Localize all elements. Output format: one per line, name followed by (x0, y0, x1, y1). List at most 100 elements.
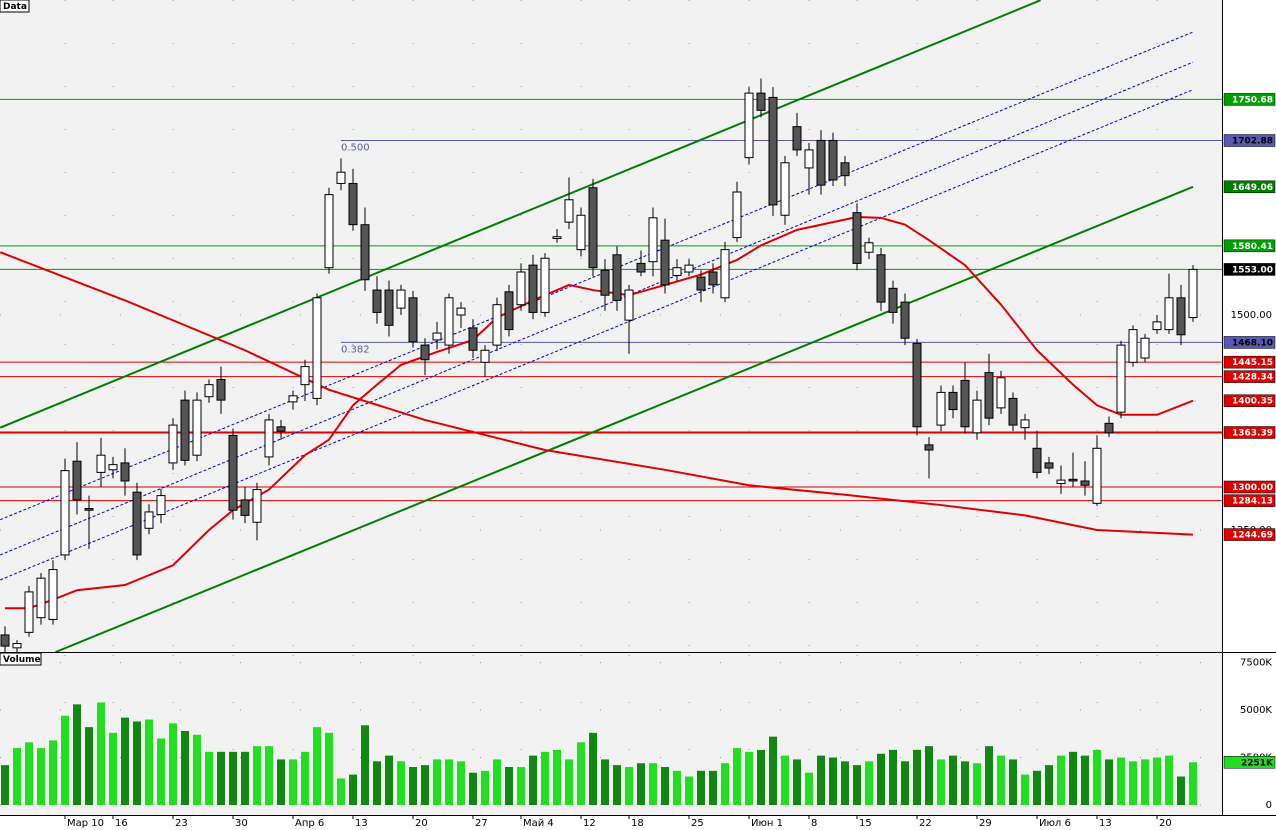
volume-bar (145, 719, 153, 805)
volume-bar (289, 759, 297, 805)
candle-body (984, 372, 994, 419)
price-badge-label: 1649.06 (1232, 183, 1273, 193)
volume-bar (601, 759, 609, 805)
price-badge (1223, 370, 1276, 383)
candle-body (156, 495, 166, 516)
volume-bar (37, 748, 45, 805)
trend-line (0, 0, 1041, 429)
volume-bar (613, 765, 621, 805)
level-text: 0.500 (341, 143, 370, 154)
candle-body (120, 462, 130, 482)
volume-bar (805, 772, 813, 805)
price-badge-label: 1300.00 (1232, 483, 1273, 493)
price-badge-label: 1580.41 (1232, 242, 1273, 252)
volume-bar (301, 751, 309, 805)
volume-bar (433, 759, 441, 805)
volume-bar (517, 767, 525, 805)
volume-bar (85, 727, 93, 805)
candle-body (924, 444, 934, 451)
x-tick-label: 20 (1159, 818, 1172, 829)
price-badge-label: 1428.34 (1232, 373, 1273, 383)
candle-body (708, 271, 718, 286)
volume-bar (253, 746, 261, 805)
candle-body (684, 264, 694, 273)
candle-body (624, 289, 634, 321)
trend-line (0, 61, 1194, 556)
candle-body (1152, 321, 1162, 331)
volume-bar (589, 732, 597, 805)
candle-body (864, 242, 874, 253)
volume-bar (769, 736, 777, 805)
candle-body (948, 391, 958, 411)
volume-bar (73, 704, 81, 805)
volume-bar (553, 749, 561, 805)
price-badge-label: 1244.69 (1232, 531, 1273, 541)
candle-body (1164, 297, 1174, 331)
volume-bar (1069, 751, 1077, 805)
candle-body (60, 470, 70, 556)
candle-body (696, 276, 706, 291)
volume-bar (337, 778, 345, 805)
volume-bar (625, 767, 633, 805)
volume-bar (157, 738, 165, 805)
volume-bar (865, 761, 873, 805)
panel-title: Data (3, 2, 27, 12)
volume-bar (1105, 759, 1113, 805)
axis-area (0, 815, 1276, 830)
candle-body (552, 236, 562, 239)
y-tick-label: 0 (1266, 800, 1272, 811)
candle-body (1032, 447, 1042, 473)
volume-bar (1033, 770, 1041, 805)
candle-body (888, 287, 898, 313)
x-tick-label: Май 4 (523, 818, 554, 829)
volume-bar (637, 763, 645, 805)
volume-bar (685, 776, 693, 805)
volume-bar (1189, 762, 1197, 805)
trend-line (55, 185, 1194, 652)
volume-bar (577, 742, 585, 805)
volume-bar (817, 755, 825, 805)
volume-bar (229, 751, 237, 805)
volume-bar (205, 751, 213, 805)
candle-body (804, 149, 814, 169)
x-tick-label: 25 (691, 818, 704, 829)
price-badge (1223, 93, 1276, 106)
candle-body (576, 214, 586, 251)
volume-bar (481, 770, 489, 805)
volume-bar (925, 746, 933, 805)
candle-body (900, 301, 910, 339)
x-tick-label: 30 (235, 818, 248, 829)
candle-body (432, 332, 442, 341)
volume-bar (361, 725, 369, 805)
volume-bar (193, 734, 201, 805)
candle-body (204, 384, 214, 398)
candle-body (168, 424, 178, 464)
candle-body (1176, 297, 1186, 336)
x-tick-label: 8 (811, 818, 817, 829)
candle-body (108, 464, 118, 471)
x-tick-label: 15 (859, 818, 872, 829)
candle-body (312, 297, 322, 399)
candle-body (1056, 479, 1066, 485)
volume-bar (457, 761, 465, 805)
volume-bar (373, 761, 381, 805)
volume-bar (421, 765, 429, 805)
volume-bar (1, 765, 9, 805)
candle-body (852, 212, 862, 264)
candle-body (528, 264, 538, 313)
candle-body (216, 379, 226, 401)
candle-body (324, 194, 334, 269)
candle-body (36, 577, 46, 619)
volume-bar (793, 759, 801, 805)
candle-body (1020, 419, 1030, 429)
candle-body (480, 349, 490, 363)
candle-body (252, 489, 262, 523)
candle-body (972, 399, 982, 434)
volume-bar (673, 770, 681, 805)
volume-bar (1081, 755, 1089, 805)
candle-body (912, 342, 922, 428)
candle-body (600, 269, 610, 296)
volume-bar (133, 721, 141, 805)
